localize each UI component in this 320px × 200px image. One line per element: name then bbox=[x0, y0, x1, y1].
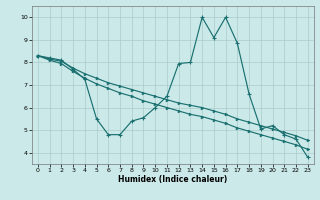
X-axis label: Humidex (Indice chaleur): Humidex (Indice chaleur) bbox=[118, 175, 228, 184]
